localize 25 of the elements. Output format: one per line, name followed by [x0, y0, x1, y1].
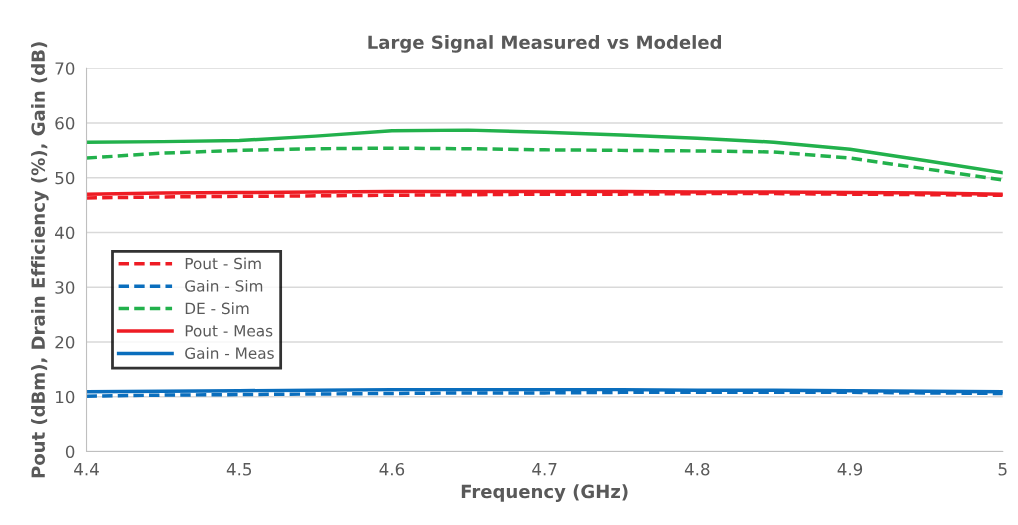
- legend-label: Pout - Meas: [185, 325, 273, 337]
- y-axis-title: Pout (dBm), Drain Efficiency (%), Gain (dB): [31, 42, 49, 478]
- legend-label: Gain - Meas: [185, 347, 274, 359]
- y-tick-label: 40: [55, 226, 75, 240]
- x-tick-label: 4.9: [837, 462, 863, 476]
- x-tick-label: 4.6: [379, 462, 405, 476]
- line-series: [86, 146, 1003, 182]
- legend-label: DE - Sim: [185, 302, 249, 315]
- x-axis-title: Frequency (GHz): [461, 484, 628, 502]
- y-tick-label: 70: [55, 62, 75, 75]
- chart-title: Large Signal Measured vs Modeled: [368, 35, 721, 53]
- x-tick-label: 4.7: [532, 463, 557, 476]
- y-tick-label: 50: [55, 171, 75, 185]
- line-series: [86, 128, 1003, 175]
- y-tick-label: 10: [56, 390, 75, 404]
- y-tick-label: 60: [55, 116, 75, 130]
- x-tick-label: 4.5: [226, 463, 252, 476]
- y-tick-label: 20: [55, 335, 75, 349]
- x-tick-label: 5: [998, 463, 1007, 476]
- x-tick-label: 4.8: [684, 462, 710, 476]
- y-tick-label: 0: [65, 445, 75, 459]
- x-tick-label: 4.4: [74, 463, 99, 476]
- y-tick-label: 30: [55, 281, 75, 294]
- legend-label: Gain - Sim: [185, 279, 263, 292]
- legend-label: Pout - Sim: [185, 257, 261, 270]
